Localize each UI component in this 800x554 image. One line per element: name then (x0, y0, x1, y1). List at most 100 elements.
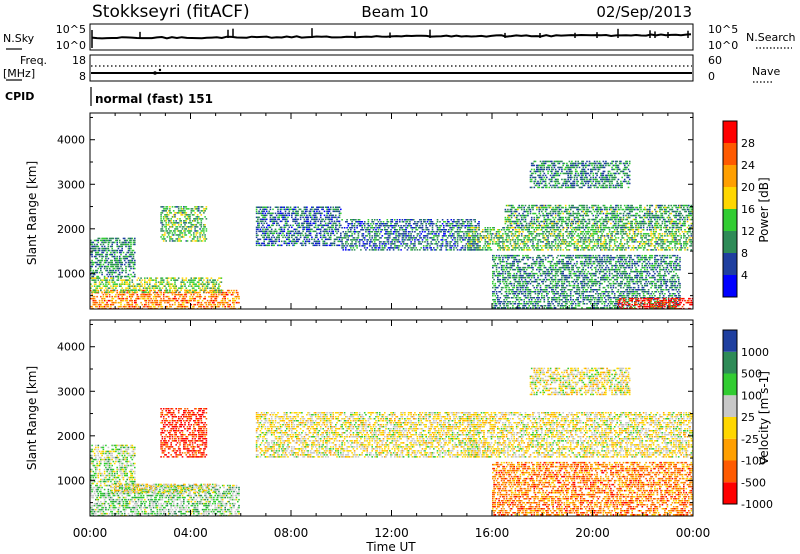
heatmap-cell (632, 249, 635, 251)
heatmap-cell (478, 229, 480, 231)
heatmap-cell (198, 285, 200, 287)
heatmap-cell (613, 241, 616, 243)
heatmap-cell (635, 247, 637, 249)
heatmap-cell (353, 249, 356, 251)
heatmap-cell (454, 225, 456, 227)
heatmap-cell (473, 219, 475, 221)
heatmap-cell (537, 241, 539, 243)
heatmap-cell (179, 238, 181, 240)
heatmap-cell (172, 210, 175, 212)
heatmap-cell (444, 245, 446, 247)
heatmap-cell (576, 247, 578, 249)
heatmap-cell (419, 243, 421, 245)
heatmap-cell (608, 227, 611, 229)
heatmap-cell (346, 239, 348, 241)
heatmap-cell (380, 225, 382, 227)
heatmap-cell (412, 247, 415, 249)
heatmap-cell (174, 240, 176, 242)
heatmap-cell (322, 234, 324, 237)
heatmap-cell (322, 236, 324, 239)
heatmap-cell (293, 206, 296, 208)
heatmap-cell (440, 247, 443, 249)
heatmap-cell (269, 226, 272, 229)
heatmap-cell (558, 241, 561, 243)
heatmap-cell (553, 233, 556, 235)
heatmap-cell (617, 231, 620, 233)
heatmap-cell (265, 230, 268, 233)
heatmap-cell (579, 237, 582, 239)
heatmap-cell (193, 299, 195, 302)
heatmap-cell (378, 243, 381, 245)
heatmap-cell (186, 230, 189, 232)
heatmap-cell (431, 225, 434, 227)
heatmap-cell (103, 297, 106, 300)
heatmap-cell (595, 245, 597, 247)
heatmap-cell (309, 208, 312, 211)
heatmap-cell (459, 229, 461, 231)
heatmap-cell (400, 227, 402, 229)
heatmap-cell (366, 241, 368, 243)
heatmap-cell (235, 289, 238, 292)
heatmap-cell (654, 235, 656, 237)
heatmap-cell (107, 289, 110, 291)
heatmap-cell (139, 285, 141, 287)
heatmap-cell (627, 229, 630, 231)
heatmap-cell (306, 210, 308, 213)
heatmap-cell (309, 228, 312, 231)
heatmap-cell (622, 237, 625, 239)
heatmap-cell (288, 238, 291, 241)
heatmap-cell (542, 231, 544, 233)
heatmap-cell (685, 245, 688, 247)
heatmap-cell (378, 227, 381, 229)
heatmap-cell (189, 216, 191, 218)
heatmap-cell (421, 225, 424, 227)
heatmap-cell (214, 283, 216, 285)
heatmap-cell (159, 281, 161, 283)
heatmap-cell (571, 239, 573, 241)
heatmap-cell (118, 297, 121, 300)
heatmap-cell (317, 238, 319, 241)
heatmap-cell (380, 237, 382, 239)
heatmap-cell (386, 237, 389, 239)
heatmap-cell (113, 281, 116, 283)
heatmap-cell (497, 231, 499, 233)
heatmap-cell (226, 293, 229, 296)
heatmap-cell (216, 295, 219, 298)
heatmap-cell (98, 255, 101, 258)
heatmap-cell (375, 233, 377, 235)
heatmap-cell (183, 281, 185, 283)
heatmap-cell (429, 247, 431, 249)
heatmap-cell (108, 271, 111, 274)
heatmap-cell (513, 243, 515, 245)
heatmap-cell (216, 301, 219, 304)
heatmap-cell (121, 293, 123, 296)
heatmap-cell (280, 234, 283, 237)
heatmap-cell (219, 277, 221, 279)
heatmap-cell (346, 245, 348, 247)
heatmap-cell (514, 231, 517, 233)
heatmap-cell (688, 235, 690, 237)
heatmap-cell (130, 255, 132, 258)
heatmap-cell (593, 243, 596, 245)
heatmap-cell (283, 230, 286, 233)
heatmap-cell (426, 229, 429, 231)
heatmap-cell (458, 233, 460, 235)
heatmap-cell (487, 229, 489, 231)
heatmap-cell (444, 235, 446, 237)
heatmap-cell (484, 227, 487, 229)
heatmap-cell (317, 224, 319, 227)
heatmap-cell (301, 214, 303, 217)
heatmap-cell (579, 233, 582, 235)
heatmap-cell (446, 245, 449, 247)
heatmap-cell (471, 245, 474, 247)
heatmap-cell (188, 289, 190, 292)
heatmap-cell (115, 269, 117, 272)
heatmap-cell (313, 212, 316, 215)
heatmap-cell (524, 216, 527, 219)
heatmap-cell (277, 210, 279, 213)
heatmap-cell (513, 214, 515, 217)
heatmap-cell (140, 295, 142, 298)
heatmap-cell (110, 237, 112, 240)
heatmap-cell (318, 212, 321, 215)
heatmap-cell (431, 229, 434, 231)
